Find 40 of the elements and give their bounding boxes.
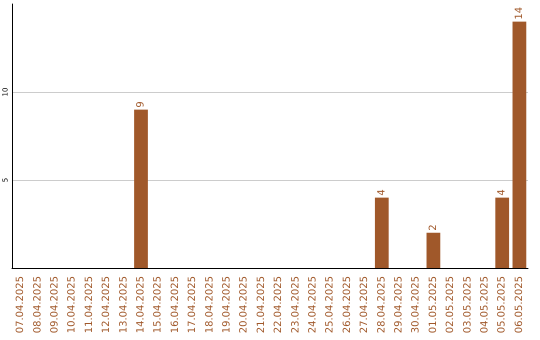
data-label: 4 — [496, 189, 508, 196]
bar — [374, 198, 389, 268]
x-tick-label: 16.04.2025 — [170, 276, 181, 334]
x-tick-label: 04.05.2025 — [480, 276, 490, 334]
x-tick-label: 30.04.2025 — [410, 276, 422, 334]
x-tick-label: 15.04.2025 — [152, 276, 164, 334]
x-tick-label: 29.04.2025 — [394, 276, 404, 334]
x-tick-label: 19.04.2025 — [222, 276, 232, 334]
x-tick-label: 26.04.2025 — [342, 276, 353, 334]
x-tick-label: 01.05.2025 — [428, 276, 439, 334]
x-tick-label: 14.04.2025 — [136, 276, 146, 334]
x-tick-label: 02.05.2025 — [445, 276, 456, 334]
x-tick-label: 09.04.2025 — [50, 276, 60, 334]
x-tick-label: 25.04.2025 — [324, 276, 336, 334]
x-tick-label: 21.04.2025 — [256, 276, 267, 334]
bar — [512, 22, 526, 268]
x-tick-label: 08.04.2025 — [32, 276, 44, 334]
x-tick-label: 27.04.2025 — [359, 276, 370, 334]
data-label: 4 — [376, 189, 388, 196]
x-tick-label: 03.05.2025 — [462, 276, 474, 334]
data-label: 9 — [136, 101, 146, 108]
x-tick-label: 20.04.2025 — [238, 276, 250, 334]
x-tick-label: 23.04.2025 — [290, 276, 302, 334]
x-tick-label: 06.05.2025 — [514, 276, 525, 334]
bar — [495, 198, 510, 268]
x-tick-label: 11.04.2025 — [84, 276, 95, 334]
x-tick-label: 22.04.2025 — [273, 276, 284, 334]
x-tick-label: 10.04.2025 — [66, 276, 78, 334]
data-label: 2 — [428, 224, 439, 231]
x-tick-label: 13.04.2025 — [118, 276, 130, 334]
bar — [426, 232, 440, 268]
x-tick-label: 17.04.2025 — [187, 276, 198, 334]
x-tick-label: 24.04.2025 — [308, 276, 318, 334]
x-tick-label: 18.04.2025 — [204, 276, 216, 334]
bar — [134, 110, 148, 268]
x-tick-label: 12.04.2025 — [101, 276, 112, 334]
x-tick-label: 05.05.2025 — [496, 276, 508, 334]
x-tick-label: 28.04.2025 — [376, 276, 388, 334]
data-label: 14 — [514, 6, 525, 20]
x-tick-label: 07.04.2025 — [15, 276, 26, 334]
